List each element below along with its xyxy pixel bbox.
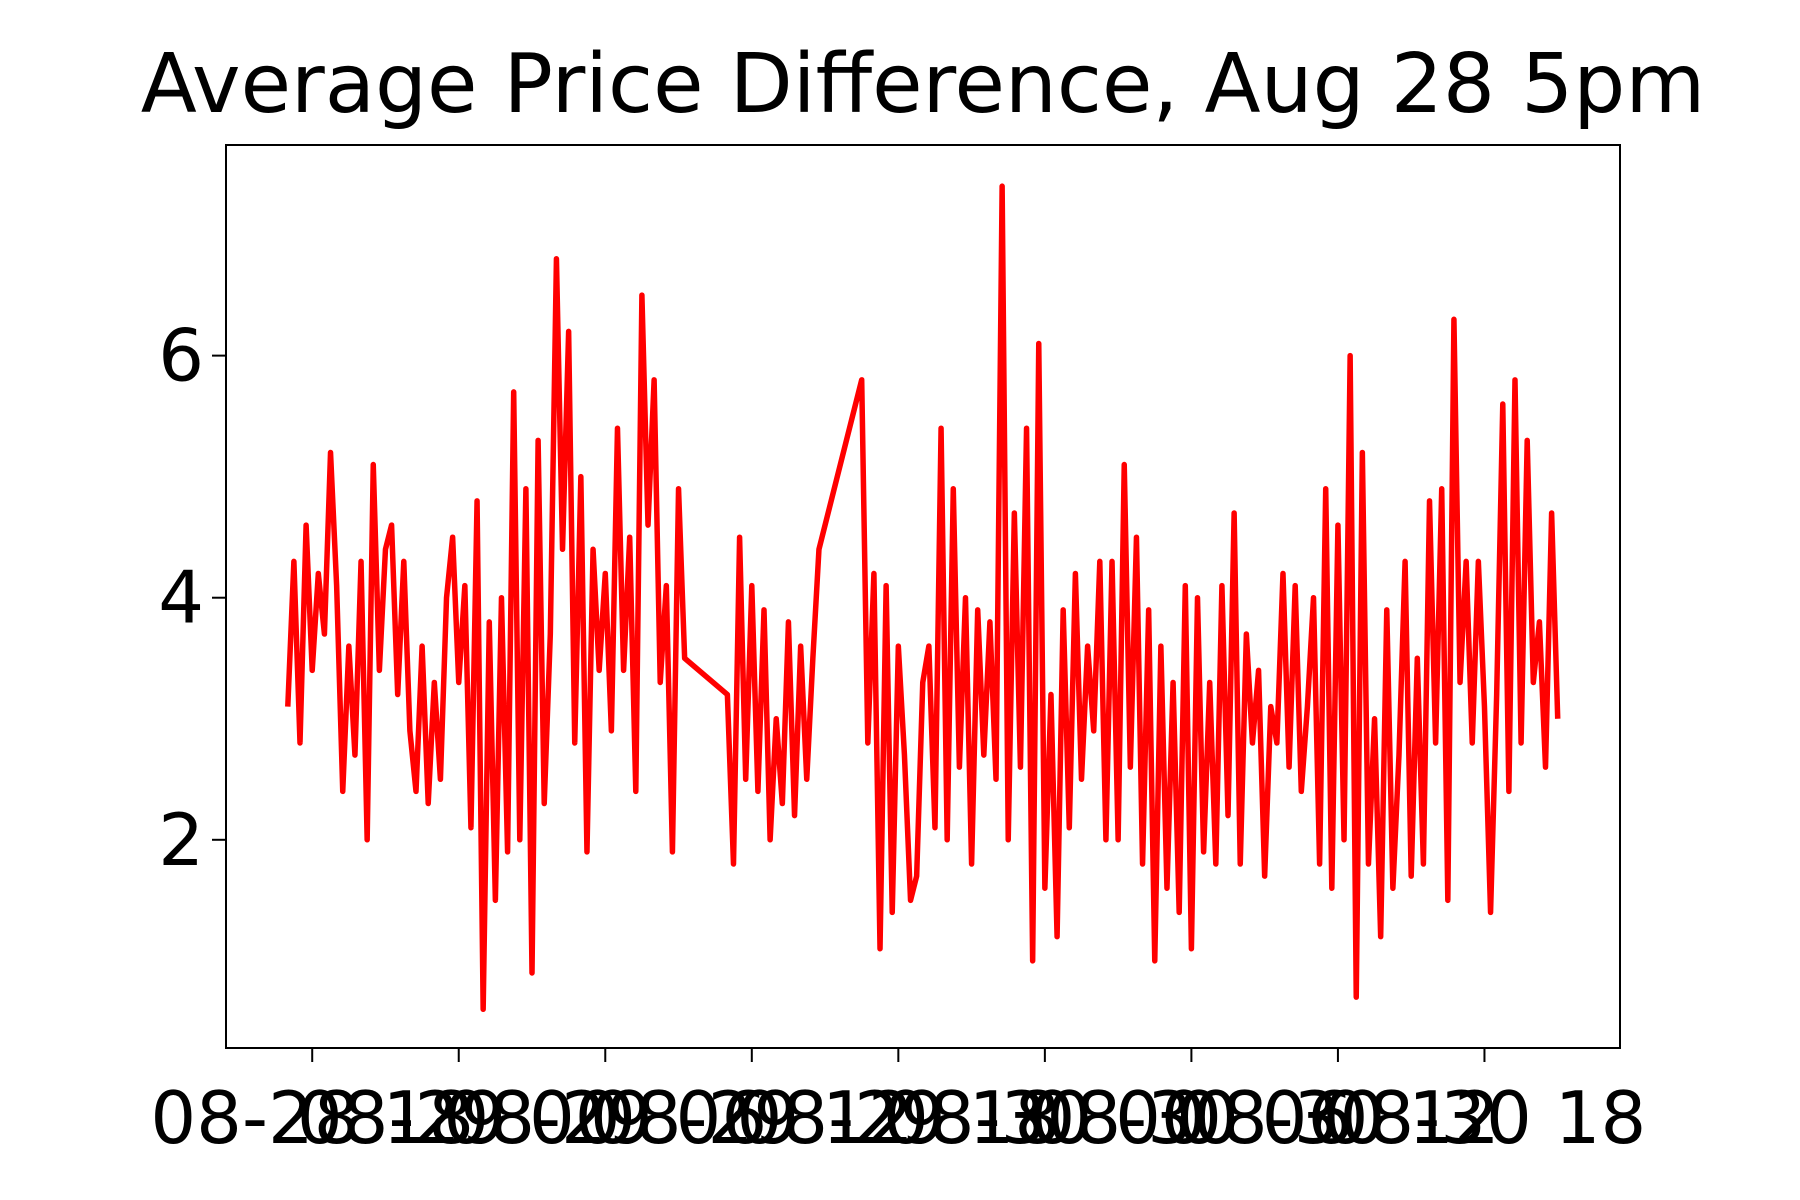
- plot-frame: [225, 144, 1621, 1049]
- x-tick-label: 08-30 12: [1176, 1076, 1500, 1160]
- data-line: [285, 183, 1561, 1013]
- x-tick-label: 08-30 18: [1323, 1076, 1647, 1160]
- x-tick-label: 08-29 12: [590, 1076, 914, 1160]
- x-tick-label: 08-29 18: [736, 1076, 1060, 1160]
- x-tick-label: 08-29 06: [443, 1076, 767, 1160]
- x-tick-label: 08-30 00: [883, 1076, 1207, 1160]
- x-tick-label: 08-28 18: [150, 1076, 474, 1160]
- y-tick-label: 4: [158, 556, 204, 640]
- y-tick-label: 6: [158, 314, 204, 398]
- y-tick-label: 2: [158, 798, 204, 882]
- x-tick-label: 08-30 06: [1030, 1076, 1354, 1160]
- x-tick-label: 08-29 00: [297, 1076, 621, 1160]
- chart-title: Average Price Difference, Aug 28 5pm: [141, 37, 1705, 132]
